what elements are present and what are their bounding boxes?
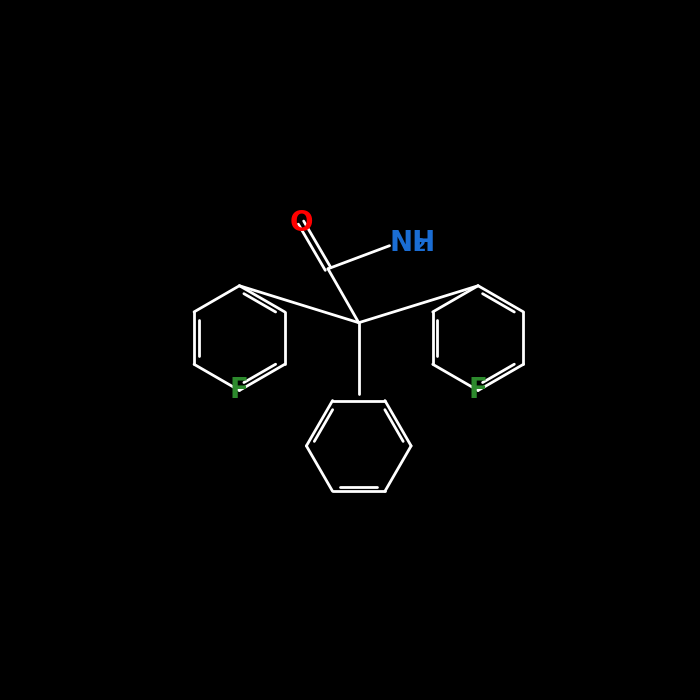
Text: F: F xyxy=(469,377,487,405)
Text: 2: 2 xyxy=(414,237,426,256)
Text: O: O xyxy=(289,209,313,237)
Text: F: F xyxy=(230,377,248,405)
Text: NH: NH xyxy=(389,229,436,257)
